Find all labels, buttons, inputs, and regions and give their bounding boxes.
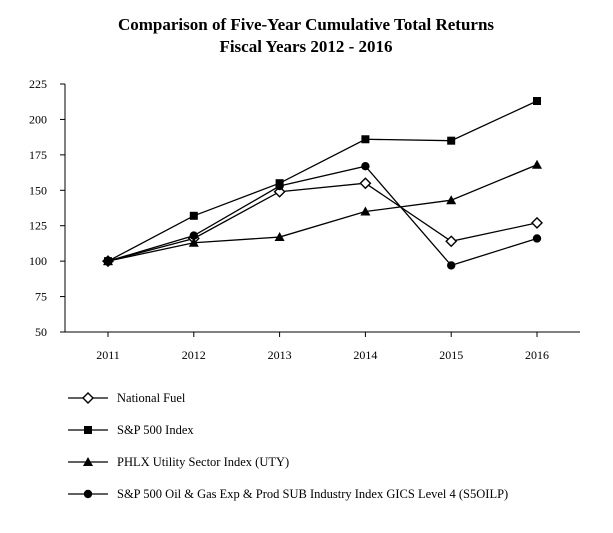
legend-label: PHLX Utility Sector Index (UTY)	[117, 455, 289, 469]
y-tick-label: 225	[29, 77, 47, 91]
series-3	[103, 161, 542, 270]
y-tick-label: 150	[29, 183, 47, 197]
y-tick-label: 125	[29, 219, 47, 233]
data-point	[447, 261, 456, 270]
data-point	[532, 234, 542, 243]
legend: National Fuel S&P 500 Index PHLX Utility S…	[68, 391, 508, 501]
legend-marker	[83, 457, 93, 466]
y-tick-label: 175	[29, 148, 47, 162]
y-tick-label: 75	[35, 290, 47, 304]
data-point	[446, 195, 457, 205]
data-point	[103, 256, 113, 266]
x-axis: 2011 2012 2013 2014 2015 2016	[96, 332, 549, 362]
series-layer	[102, 97, 543, 270]
x-tick-label: 2013	[268, 348, 292, 362]
data-point	[361, 135, 370, 144]
legend-label: S&P 500 Index	[117, 423, 194, 437]
y-tick-label: 200	[29, 112, 47, 126]
data-point	[359, 177, 372, 190]
legend-item: S&P 500 Oil & Gas Exp & Prod SUB Industr…	[68, 487, 508, 501]
y-tick-label: 100	[29, 254, 47, 268]
data-point	[531, 216, 543, 229]
x-tick-label: 2014	[353, 348, 377, 362]
plot-frame	[64, 84, 580, 333]
data-point	[188, 237, 199, 247]
series-line	[107, 100, 538, 262]
legend-marker	[84, 426, 92, 434]
legend-label: National Fuel	[117, 391, 186, 405]
series-line	[107, 164, 538, 262]
axes	[64, 84, 580, 333]
legend-label: S&P 500 Oil & Gas Exp & Prod SUB Industr…	[117, 487, 508, 501]
data-point	[274, 232, 285, 242]
chart-subtitle: Fiscal Years 2012 - 2016	[219, 37, 392, 56]
x-tick-label: 2012	[182, 348, 206, 362]
series-line	[107, 165, 538, 267]
x-tick-label: 2015	[439, 348, 463, 362]
series-line	[107, 182, 538, 262]
legend-marker	[82, 392, 94, 404]
data-point	[447, 136, 456, 145]
y-axis: 50 75 100 125 150 175 200 225	[29, 77, 65, 339]
data-point	[533, 97, 541, 106]
legend-item: PHLX Utility Sector Index (UTY)	[68, 455, 289, 469]
x-tick-label: 2016	[525, 348, 549, 362]
legend-item: National Fuel	[68, 391, 186, 405]
data-point	[189, 231, 198, 240]
data-point	[445, 235, 458, 248]
legend-item: S&P 500 Index	[68, 423, 194, 437]
x-tick-label: 2011	[96, 348, 120, 362]
series-0	[102, 177, 543, 268]
data-point	[361, 161, 370, 171]
series-1	[104, 97, 541, 266]
data-point	[189, 211, 198, 220]
data-point	[275, 181, 284, 191]
data-point	[532, 159, 542, 169]
data-point	[360, 206, 371, 216]
chart-title: Comparison of Five-Year Cumulative Total…	[118, 15, 494, 34]
y-tick-label: 50	[35, 325, 47, 339]
series-2	[103, 159, 542, 266]
legend-marker	[83, 489, 93, 499]
